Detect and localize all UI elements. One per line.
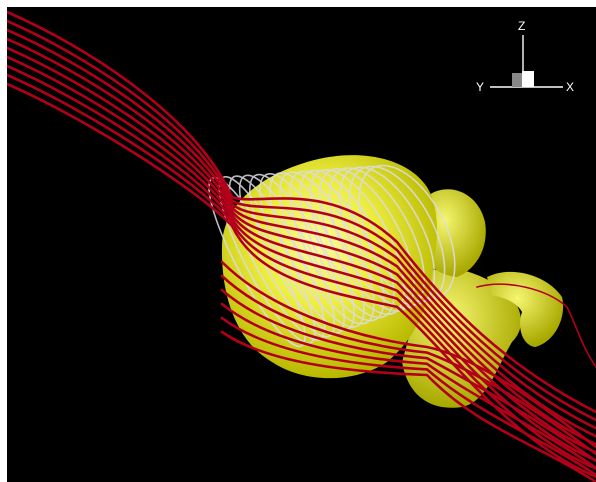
- streamline: [220, 288, 596, 463]
- vortex-ring: [269, 172, 365, 328]
- isosurface-lobe-right: [487, 271, 564, 347]
- vortex-ring: [319, 168, 415, 312]
- z-axis-label: Z: [518, 19, 526, 33]
- vortex-ring: [309, 168, 405, 316]
- vortex-ring: [238, 174, 336, 338]
- streamline: [7, 28, 596, 430]
- streamline: [220, 330, 596, 482]
- x-axis-label: X: [566, 80, 575, 94]
- vortex-ring: [289, 170, 385, 322]
- streamline: [476, 283, 596, 368]
- vortex-ring: [249, 173, 345, 335]
- streamlines: [7, 10, 596, 482]
- streamline: [220, 274, 596, 456]
- render-viewport: Z Y X: [7, 7, 596, 482]
- streamline: [220, 302, 596, 470]
- streamline: [7, 37, 596, 438]
- axis-triad: Z Y X: [468, 19, 578, 109]
- streamline: [7, 46, 596, 446]
- streamline: [7, 19, 596, 422]
- streamline: [7, 10, 596, 414]
- streamline: [7, 55, 596, 454]
- flow-visualization: [7, 10, 596, 482]
- axis-triad-lines: [490, 35, 563, 88]
- y-axis-label: Y: [476, 80, 485, 94]
- streamline: [7, 82, 596, 479]
- streamline: [7, 73, 596, 470]
- streamline: [220, 260, 596, 449]
- streamline: [220, 316, 596, 477]
- streamline: [7, 64, 596, 462]
- vortex-ring: [299, 169, 395, 319]
